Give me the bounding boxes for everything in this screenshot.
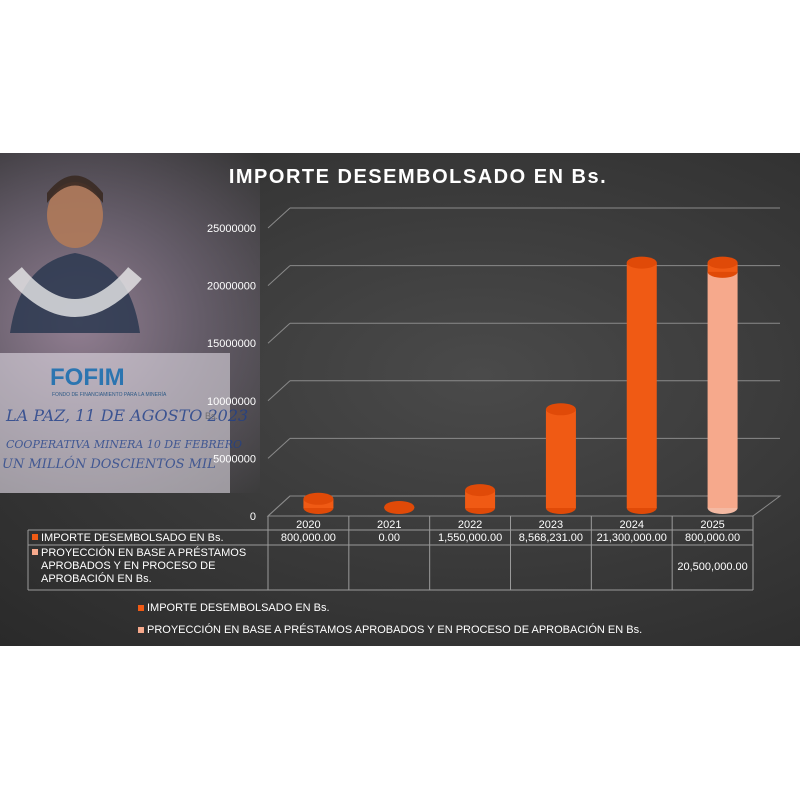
gridline-side <box>267 380 291 402</box>
person-head <box>47 182 103 248</box>
bar-projection-2025 <box>707 265 738 514</box>
check-line-1: LA PAZ, 11 DE AGOSTO 2023 <box>5 406 248 425</box>
legend-swatch <box>138 627 144 633</box>
x-tick-label: 2020 <box>296 519 320 531</box>
legend: IMPORTE DESEMBOLSADO EN Bs. PROYECCIÓN EN… <box>138 602 642 636</box>
table-row-swatch <box>32 549 38 555</box>
chart-floor <box>266 495 782 517</box>
chart-svg: IMPORTE DESEMBOLSADO EN Bs. 0 5000000 1000… <box>27 166 782 636</box>
table-row-swatch <box>32 534 38 540</box>
bar-disbursed-2020 <box>303 492 334 514</box>
check-line-2: COOPERATIVA MINERA 10 DE FEBRERO <box>6 438 242 451</box>
y-tick-label: 25000000 <box>207 223 256 235</box>
chart-panel: FOFIM FONDO DE FINANCIAMIENTO PARA LA MI… <box>0 153 800 646</box>
x-tick-label: 2022 <box>458 519 482 531</box>
flower-garland <box>8 267 142 317</box>
bar-disbursed-2022 <box>465 484 496 514</box>
data-label: 800,000.00 <box>281 532 336 544</box>
bar-disbursed-2025-top <box>707 256 738 269</box>
data-label: 21,300,000.00 <box>597 532 667 544</box>
y-tick-label: 15000000 <box>207 338 256 350</box>
check-board <box>0 353 230 493</box>
bar-disbursed-2023 <box>545 403 576 514</box>
data-label: 800,000.00 <box>685 532 740 544</box>
data-label: 8,568,231.00 <box>519 532 583 544</box>
photo-overlay: FOFIM FONDO DE FINANCIAMIENTO PARA LA MI… <box>0 175 248 493</box>
x-tick-label: 2024 <box>620 519 644 531</box>
legend-swatch <box>138 605 144 611</box>
gridline-side <box>267 265 291 286</box>
x-tick-label: 2021 <box>377 519 401 531</box>
bar-disbursed-2023-body <box>545 409 576 508</box>
person-body <box>10 253 140 333</box>
bar-disbursed-2021-top <box>384 501 415 513</box>
chart-title: IMPORTE DESEMBOLSADO EN Bs. <box>229 166 607 188</box>
check-line-3: UN MILLÓN DOSCIENTOS MIL <box>2 455 216 472</box>
table-row-label: IMPORTE DESEMBOLSADO EN Bs. <box>41 532 224 544</box>
check-logo: FOFIM <box>50 364 125 391</box>
bar-disbursed-2021 <box>384 501 415 514</box>
bar-disbursed-2024 <box>626 256 657 514</box>
x-tick-label: 2025 <box>700 519 724 531</box>
check-currency: Bs. <box>205 411 218 421</box>
data-label: 0.00 <box>379 532 400 544</box>
gridline-side <box>267 207 291 229</box>
bar-disbursed-2025 <box>707 256 738 278</box>
y-tick-label: 0 <box>250 511 256 523</box>
bar-disbursed-2023-top <box>545 403 576 416</box>
grid-layer: 0 5000000 10000000 15000000 20000000 25000000 <box>207 207 782 523</box>
x-tick-label: 2023 <box>539 519 563 531</box>
data-table: 2020 2021 2022 2023 2024 2025 IMPORTE DESEMBOL… <box>27 516 754 591</box>
y-tick-label: 10000000 <box>207 396 256 408</box>
bars-layer <box>303 256 738 514</box>
person-hair <box>47 175 103 203</box>
gridline-side <box>267 322 291 344</box>
bar-disbursed-2022-top <box>465 484 496 497</box>
gridline-side <box>267 438 291 459</box>
y-tick-label: 5000000 <box>213 453 256 465</box>
data-label: 20,500,000.00 <box>677 561 747 573</box>
table-row-label: APROBADOS Y EN PROCESO DE <box>41 560 215 572</box>
bar-disbursed-2024-top <box>626 256 657 269</box>
y-tick-label: 20000000 <box>207 281 256 293</box>
table-row-label: APROBACIÓN EN Bs. <box>41 572 152 585</box>
legend-entry: IMPORTE DESEMBOLSADO EN Bs. <box>147 602 330 614</box>
bar-projection-2025-body <box>707 271 738 508</box>
legend-entry: PROYECCIÓN EN BASE A PRÉSTAMOS APROBADOS… <box>147 623 642 636</box>
table-row-label: PROYECCIÓN EN BASE A PRÉSTAMOS <box>41 546 246 559</box>
data-label: 1,550,000.00 <box>438 532 502 544</box>
bar-disbursed-2020-top <box>303 492 334 505</box>
bar-disbursed-2024-body <box>626 262 657 508</box>
check-logo-subtext: FONDO DE FINANCIAMIENTO PARA LA MINERÍA <box>52 391 167 398</box>
